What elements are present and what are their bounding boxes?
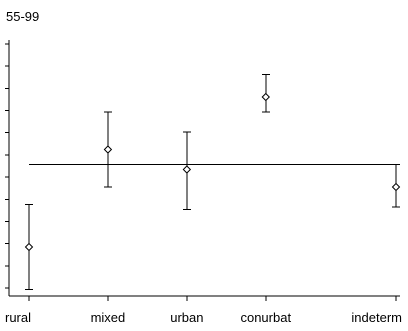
x-tick-label-mixed: mixed xyxy=(91,310,126,325)
y-ticks xyxy=(5,43,9,289)
diamond-marker xyxy=(391,182,401,192)
diamond-marker xyxy=(24,242,34,252)
chart-title: 55-99 xyxy=(6,9,39,24)
diamond-marker xyxy=(103,145,113,154)
x-tick-label-urban: urban xyxy=(170,310,203,325)
data-point-conurbat xyxy=(261,74,270,113)
x-tick-label-conurbat: conurbat xyxy=(240,310,291,325)
data-point-rural xyxy=(24,204,34,290)
data-point-urban xyxy=(182,131,192,210)
data-point-indeterm xyxy=(391,164,401,208)
data-point-mixed xyxy=(103,111,113,188)
diamond-marker xyxy=(182,165,192,174)
data-points xyxy=(24,74,401,290)
diamond-marker xyxy=(261,92,270,102)
x-tick-label-indeterm: indeterm xyxy=(351,310,402,325)
x-tick-labels: rural mixed urban conurbat indeterm xyxy=(5,310,402,325)
x-ticks xyxy=(28,296,397,301)
x-tick-label-rural: rural xyxy=(5,310,31,325)
